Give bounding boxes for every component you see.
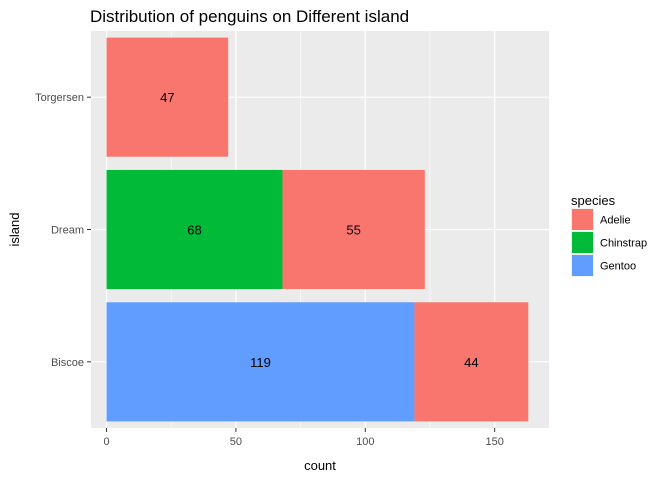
legend-swatch (572, 209, 593, 230)
legend-swatch (572, 255, 593, 276)
legend-label: Adelie (600, 215, 631, 227)
y-axis: Biscoe Dream Torgersen (35, 92, 91, 369)
chart-title: Distribution of penguins on Different is… (90, 7, 409, 26)
x-tick-label: 50 (230, 436, 242, 448)
bar-dream-chinstrap (106, 169, 283, 290)
bar-biscoe-gentoo (106, 302, 415, 422)
data-label: 44 (464, 355, 478, 370)
data-label: 68 (187, 223, 201, 238)
x-tick-label: 100 (356, 436, 374, 448)
bars (106, 37, 529, 422)
bar-dream-adelie (282, 169, 425, 290)
legend-label: Gentoo (600, 261, 636, 273)
y-tick-label: Torgersen (35, 92, 84, 104)
y-axis-title: island (7, 213, 22, 247)
x-axis: 0 50 100 150 (103, 428, 504, 448)
data-label: 47 (160, 90, 174, 105)
data-label: 119 (250, 355, 271, 370)
x-tick-label: 0 (103, 436, 109, 448)
legend: species Adelie Chinstrap Gentoo (571, 193, 647, 277)
x-axis-title: count (304, 458, 336, 473)
y-tick-label: Dream (51, 225, 84, 237)
bar-biscoe-adelie (414, 302, 529, 422)
data-label: 55 (346, 223, 360, 238)
bar-torgersen-adelie (106, 37, 229, 157)
legend-swatch (572, 232, 593, 253)
x-tick-label: 150 (485, 436, 503, 448)
legend-title: species (571, 193, 616, 208)
legend-label: Chinstrap (600, 238, 647, 250)
y-tick-label: Biscoe (51, 357, 84, 369)
data-labels: 119 44 68 55 47 (160, 90, 479, 370)
